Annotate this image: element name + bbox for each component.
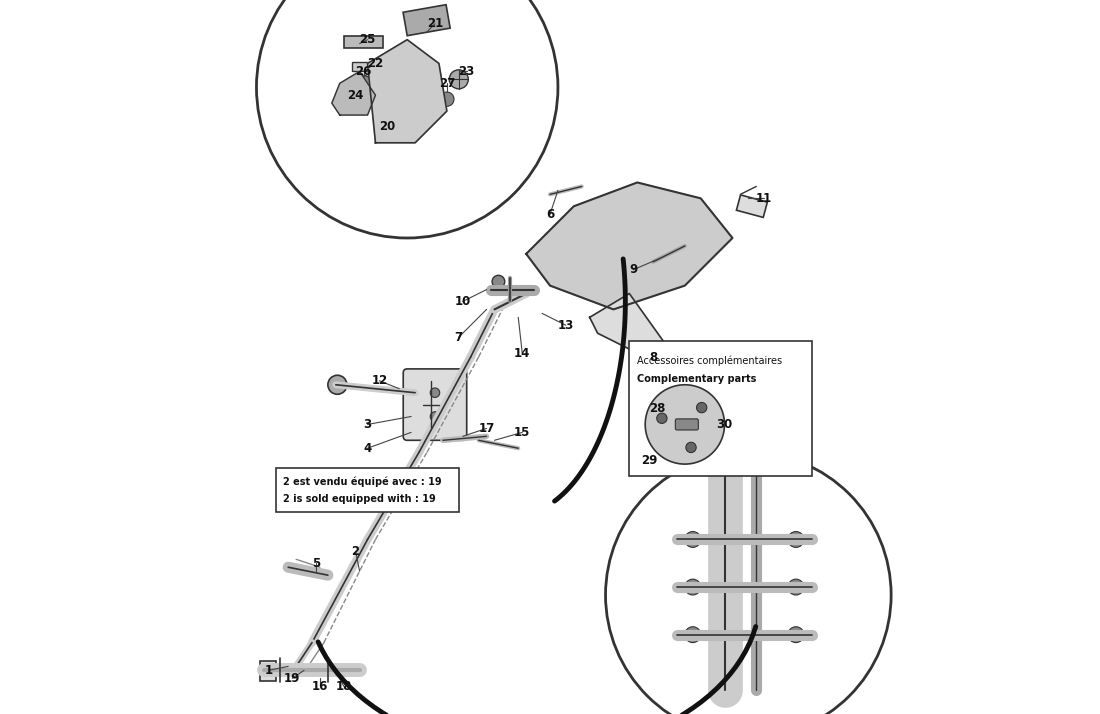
Text: 5: 5 <box>311 557 320 570</box>
Polygon shape <box>367 40 447 143</box>
Circle shape <box>788 579 804 595</box>
Text: 21: 21 <box>427 17 443 30</box>
Text: 23: 23 <box>459 65 475 78</box>
Text: 22: 22 <box>367 57 384 70</box>
Circle shape <box>685 531 701 548</box>
Text: 2 est vendu équipé avec : 19: 2 est vendu équipé avec : 19 <box>283 476 441 486</box>
Text: 14: 14 <box>514 346 530 360</box>
Circle shape <box>657 413 667 423</box>
Circle shape <box>646 385 725 464</box>
FancyBboxPatch shape <box>675 419 698 430</box>
Bar <box>343 36 384 48</box>
Circle shape <box>686 442 696 453</box>
Polygon shape <box>526 183 733 309</box>
Text: 8: 8 <box>649 351 658 363</box>
Text: 13: 13 <box>558 318 574 332</box>
Text: 20: 20 <box>379 121 396 134</box>
Text: 11: 11 <box>756 192 772 205</box>
Text: 10: 10 <box>454 295 471 308</box>
Circle shape <box>430 412 440 421</box>
Circle shape <box>430 388 440 398</box>
FancyBboxPatch shape <box>276 468 459 512</box>
Text: 16: 16 <box>311 680 328 693</box>
Text: 27: 27 <box>439 77 455 90</box>
Text: 3: 3 <box>363 418 372 431</box>
Text: 1: 1 <box>264 664 273 677</box>
Circle shape <box>449 70 469 89</box>
Text: 2 is sold equipped with : 19: 2 is sold equipped with : 19 <box>283 494 436 504</box>
Text: 4: 4 <box>363 442 372 455</box>
Text: 30: 30 <box>716 418 733 431</box>
Circle shape <box>328 376 346 394</box>
Text: Accessoires complémentaires: Accessoires complémentaires <box>637 356 782 366</box>
Text: 6: 6 <box>546 208 554 221</box>
FancyBboxPatch shape <box>629 341 812 476</box>
Circle shape <box>696 403 707 413</box>
Text: 9: 9 <box>629 263 637 276</box>
Text: 24: 24 <box>348 89 364 101</box>
Text: 15: 15 <box>514 426 530 439</box>
Polygon shape <box>590 293 669 373</box>
Text: 7: 7 <box>454 331 463 343</box>
Text: Complementary parts: Complementary parts <box>637 374 757 384</box>
Text: 18: 18 <box>336 680 352 693</box>
Circle shape <box>685 579 701 595</box>
Circle shape <box>440 92 454 106</box>
Text: 2: 2 <box>352 545 360 558</box>
Bar <box>261 661 276 680</box>
Text: 26: 26 <box>355 65 372 78</box>
FancyBboxPatch shape <box>404 369 466 441</box>
Bar <box>403 5 450 36</box>
Circle shape <box>685 627 701 643</box>
Circle shape <box>788 531 804 548</box>
Text: 12: 12 <box>372 374 387 387</box>
Text: 28: 28 <box>649 402 666 415</box>
Text: 25: 25 <box>360 33 376 46</box>
Bar <box>352 62 379 71</box>
Polygon shape <box>332 71 375 115</box>
Text: 19: 19 <box>284 672 300 685</box>
Bar <box>736 195 768 218</box>
Circle shape <box>492 276 505 288</box>
Text: 17: 17 <box>478 422 495 435</box>
Circle shape <box>355 76 372 91</box>
Text: 29: 29 <box>641 453 658 467</box>
Circle shape <box>788 627 804 643</box>
